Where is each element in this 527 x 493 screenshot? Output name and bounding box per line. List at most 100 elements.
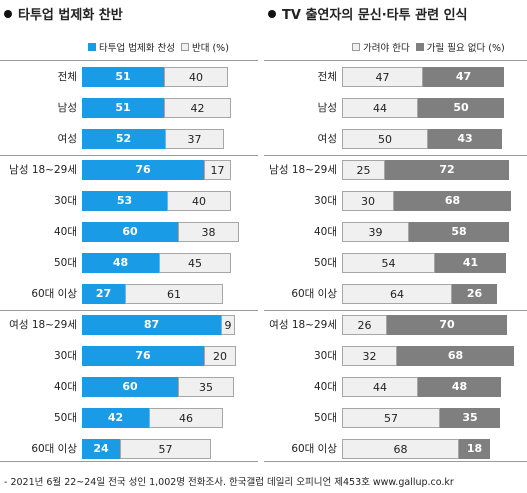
need-bar: 30	[342, 191, 394, 211]
need-bar: 39	[342, 222, 409, 242]
row-category-label: 50대	[313, 412, 337, 424]
left-title-bullet-icon	[4, 9, 12, 18]
oppose-swatch-icon	[180, 43, 189, 51]
oppose-bar: 46	[149, 408, 223, 428]
need-bar: 64	[342, 284, 452, 304]
row-category-label: 40대	[53, 226, 77, 238]
chart-row: 여성 50 43	[264, 129, 527, 149]
chart-top-rule	[264, 60, 527, 61]
left-chart-title-text: 타투업 법제화 찬반	[18, 8, 123, 23]
chart-row: 전체 47 47	[264, 67, 527, 87]
right-title-bullet-icon	[268, 9, 276, 18]
approve-bar: 76	[82, 346, 204, 366]
no-need-bar: 50	[418, 98, 504, 118]
no-need-bar: 70	[387, 315, 507, 335]
chart-row: 50대 48 45	[0, 253, 258, 273]
row-category-label: 남성 18~29세	[269, 164, 337, 176]
row-category-label: 40대	[53, 381, 77, 393]
chart-row: 남성 51 42	[0, 98, 258, 118]
row-category-label: 여성	[57, 133, 77, 145]
chart-row: 40대 44 48	[264, 377, 527, 397]
no-need-swatch-icon	[415, 43, 424, 51]
chart-row: 30대 76 20	[0, 346, 258, 366]
no-need-bar: 26	[452, 284, 497, 304]
row-category-label: 여성 18~29세	[269, 319, 337, 331]
row-category-label: 남성	[317, 102, 337, 114]
chart-row: 60대 이상 24 57	[0, 439, 258, 459]
oppose-bar: 45	[159, 253, 231, 273]
oppose-bar: 35	[178, 377, 234, 397]
row-category-label: 30대	[53, 350, 77, 362]
right-legend: 가려야 한다 가릴 필요 없다 (%)	[346, 40, 505, 54]
row-category-label: 60대 이상	[291, 443, 337, 455]
row-category-label: 60대 이상	[291, 288, 337, 300]
approve-bar: 60	[82, 377, 178, 397]
right-legend-label-no-need: 가릴 필요 없다 (%)	[426, 43, 505, 54]
oppose-bar: 40	[167, 191, 231, 211]
oppose-bar: 42	[164, 98, 231, 118]
row-category-label: 50대	[53, 412, 77, 424]
need-bar: 44	[342, 377, 418, 397]
chart-row: 40대 60 38	[0, 222, 258, 242]
no-need-bar: 68	[394, 191, 511, 211]
approve-bar: 51	[82, 67, 164, 87]
left-legend-label-oppose: 반대 (%)	[191, 43, 229, 54]
need-bar: 57	[342, 408, 440, 428]
chart-bottom-rule	[264, 461, 527, 462]
need-bar: 26	[342, 315, 387, 335]
right-legend-item-need: 가려야 한다	[352, 40, 410, 54]
need-bar: 50	[342, 129, 428, 149]
approve-bar: 53	[82, 191, 167, 211]
approve-bar: 76	[82, 160, 204, 180]
row-category-label: 50대	[53, 257, 77, 269]
row-category-label: 30대	[53, 195, 77, 207]
approve-swatch-icon	[88, 43, 96, 51]
chart-bottom-rule	[0, 461, 258, 462]
row-category-label: 전체	[317, 71, 337, 83]
need-bar: 44	[342, 98, 418, 118]
oppose-bar: 57	[120, 439, 211, 459]
chart-row: 전체 51 40	[0, 67, 258, 87]
oppose-bar: 38	[178, 222, 239, 242]
chart-row: 30대 53 40	[0, 191, 258, 211]
chart-row: 60대 이상 68 18	[264, 439, 527, 459]
row-category-label: 30대	[313, 350, 337, 362]
need-bar: 47	[342, 67, 423, 87]
row-category-label: 40대	[313, 226, 337, 238]
right-chart-panel: TV 출연자의 문신·타투 관련 인식 가려야 한다 가릴 필요 없다 (%) …	[264, 0, 527, 470]
left-legend-item-oppose: 반대 (%)	[180, 40, 229, 54]
left-legend: 타투업 법제화 찬성 반대 (%)	[82, 40, 229, 54]
group-separator	[264, 310, 527, 311]
no-need-bar: 18	[459, 439, 490, 459]
approve-bar: 51	[82, 98, 164, 118]
no-need-bar: 68	[397, 346, 514, 366]
chart-row: 남성 18~29세 25 72	[264, 160, 527, 180]
chart-row: 여성 18~29세 87 9	[0, 315, 258, 335]
row-category-label: 남성	[57, 102, 77, 114]
oppose-bar: 17	[204, 160, 231, 180]
approve-bar: 60	[82, 222, 178, 242]
approve-bar: 87	[82, 315, 221, 335]
chart-row: 50대 54 41	[264, 253, 527, 273]
row-category-label: 여성 18~29세	[9, 319, 77, 331]
oppose-bar: 9	[221, 315, 235, 335]
approve-bar: 42	[82, 408, 149, 428]
approve-bar: 27	[82, 284, 125, 304]
need-swatch-icon	[352, 43, 360, 51]
left-chart-panel: 타투업 법제화 찬반 타투업 법제화 찬성 반대 (%) 전체 51 40 남성 51 4…	[0, 0, 258, 470]
left-legend-item-approve: 타투업 법제화 찬성	[88, 40, 175, 54]
chart-row: 50대 42 46	[0, 408, 258, 428]
no-need-bar: 47	[423, 67, 504, 87]
oppose-bar: 37	[165, 129, 224, 149]
no-need-bar: 72	[385, 160, 509, 180]
chart-row: 30대 30 68	[264, 191, 527, 211]
footnote: - 2021년 6월 22~24일 전국 성인 1,002명 전화조사. 한국갤…	[4, 477, 454, 488]
right-legend-label-need: 가려야 한다	[363, 43, 410, 54]
no-need-bar: 41	[435, 253, 506, 273]
chart-row: 남성 44 50	[264, 98, 527, 118]
chart-row: 남성 18~29세 76 17	[0, 160, 258, 180]
group-separator	[0, 310, 258, 311]
right-chart-title-text: TV 출연자의 문신·타투 관련 인식	[282, 8, 468, 23]
need-bar: 25	[342, 160, 385, 180]
oppose-bar: 61	[125, 284, 223, 304]
